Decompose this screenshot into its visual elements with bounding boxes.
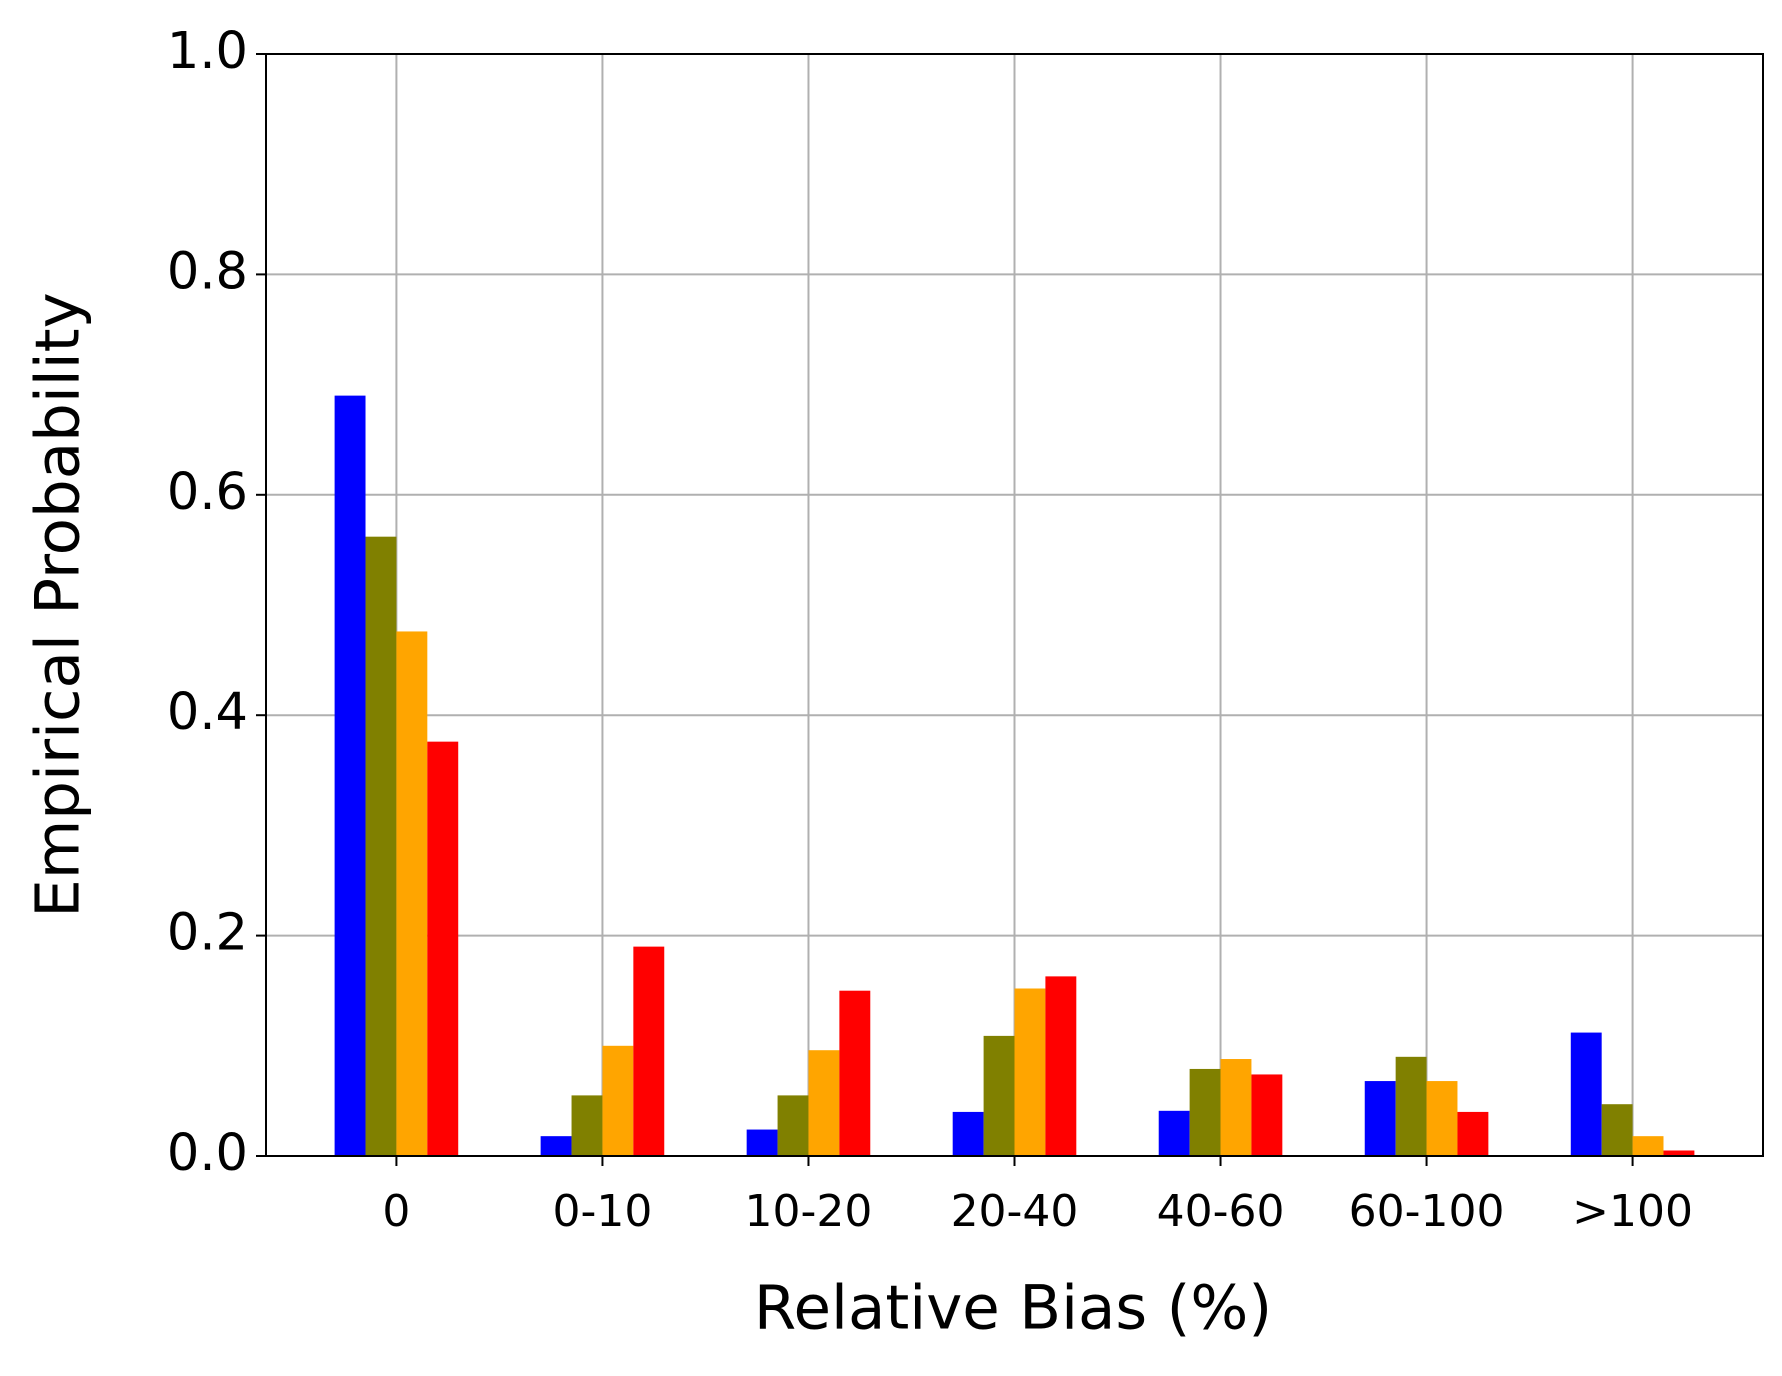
bar [1457,1111,1489,1156]
bar [1601,1104,1633,1156]
x-tick-label: 20-40 [951,1186,1079,1237]
y-tick-label: 0.2 [167,904,248,963]
bar [633,946,665,1156]
x-tick-label: 0 [382,1186,410,1237]
plot-frame [265,53,1764,1157]
bar [1570,1032,1602,1156]
bar [777,1095,809,1156]
bar [839,990,871,1156]
bar [1014,988,1046,1156]
bar [365,536,397,1156]
x-tick-label: 40-60 [1157,1186,1285,1237]
bar [427,741,459,1156]
bar [1220,1059,1252,1156]
bar [1251,1074,1283,1156]
x-tick-label: >100 [1572,1186,1693,1237]
y-tick-label: 0.6 [167,463,248,522]
bar [1158,1110,1190,1156]
bar [1426,1081,1458,1156]
bar [1045,976,1077,1156]
bar [1663,1150,1695,1156]
bar [1364,1081,1396,1156]
y-tick-label: 0.0 [167,1124,248,1183]
x-tick-label: 0-10 [553,1186,653,1237]
y-tick-label: 1.0 [167,22,248,81]
bar [1632,1136,1664,1156]
bar [602,1045,634,1156]
x-tick-label: 10-20 [745,1186,873,1237]
y-tick-label: 0.4 [167,683,248,742]
bar [808,1050,840,1156]
bar [1395,1056,1427,1156]
bar [396,631,428,1156]
y-axis-label: Empirical Probability [23,292,94,917]
bar [540,1136,572,1156]
bar [746,1129,778,1156]
bar [1189,1068,1221,1156]
bar [952,1111,984,1156]
bar [983,1035,1015,1156]
bar [334,395,366,1156]
bar [571,1095,603,1156]
x-tick-label: 60-100 [1349,1186,1505,1237]
x-axis-label: Relative Bias (%) [754,1273,1272,1344]
y-tick-label: 0.8 [167,242,248,301]
